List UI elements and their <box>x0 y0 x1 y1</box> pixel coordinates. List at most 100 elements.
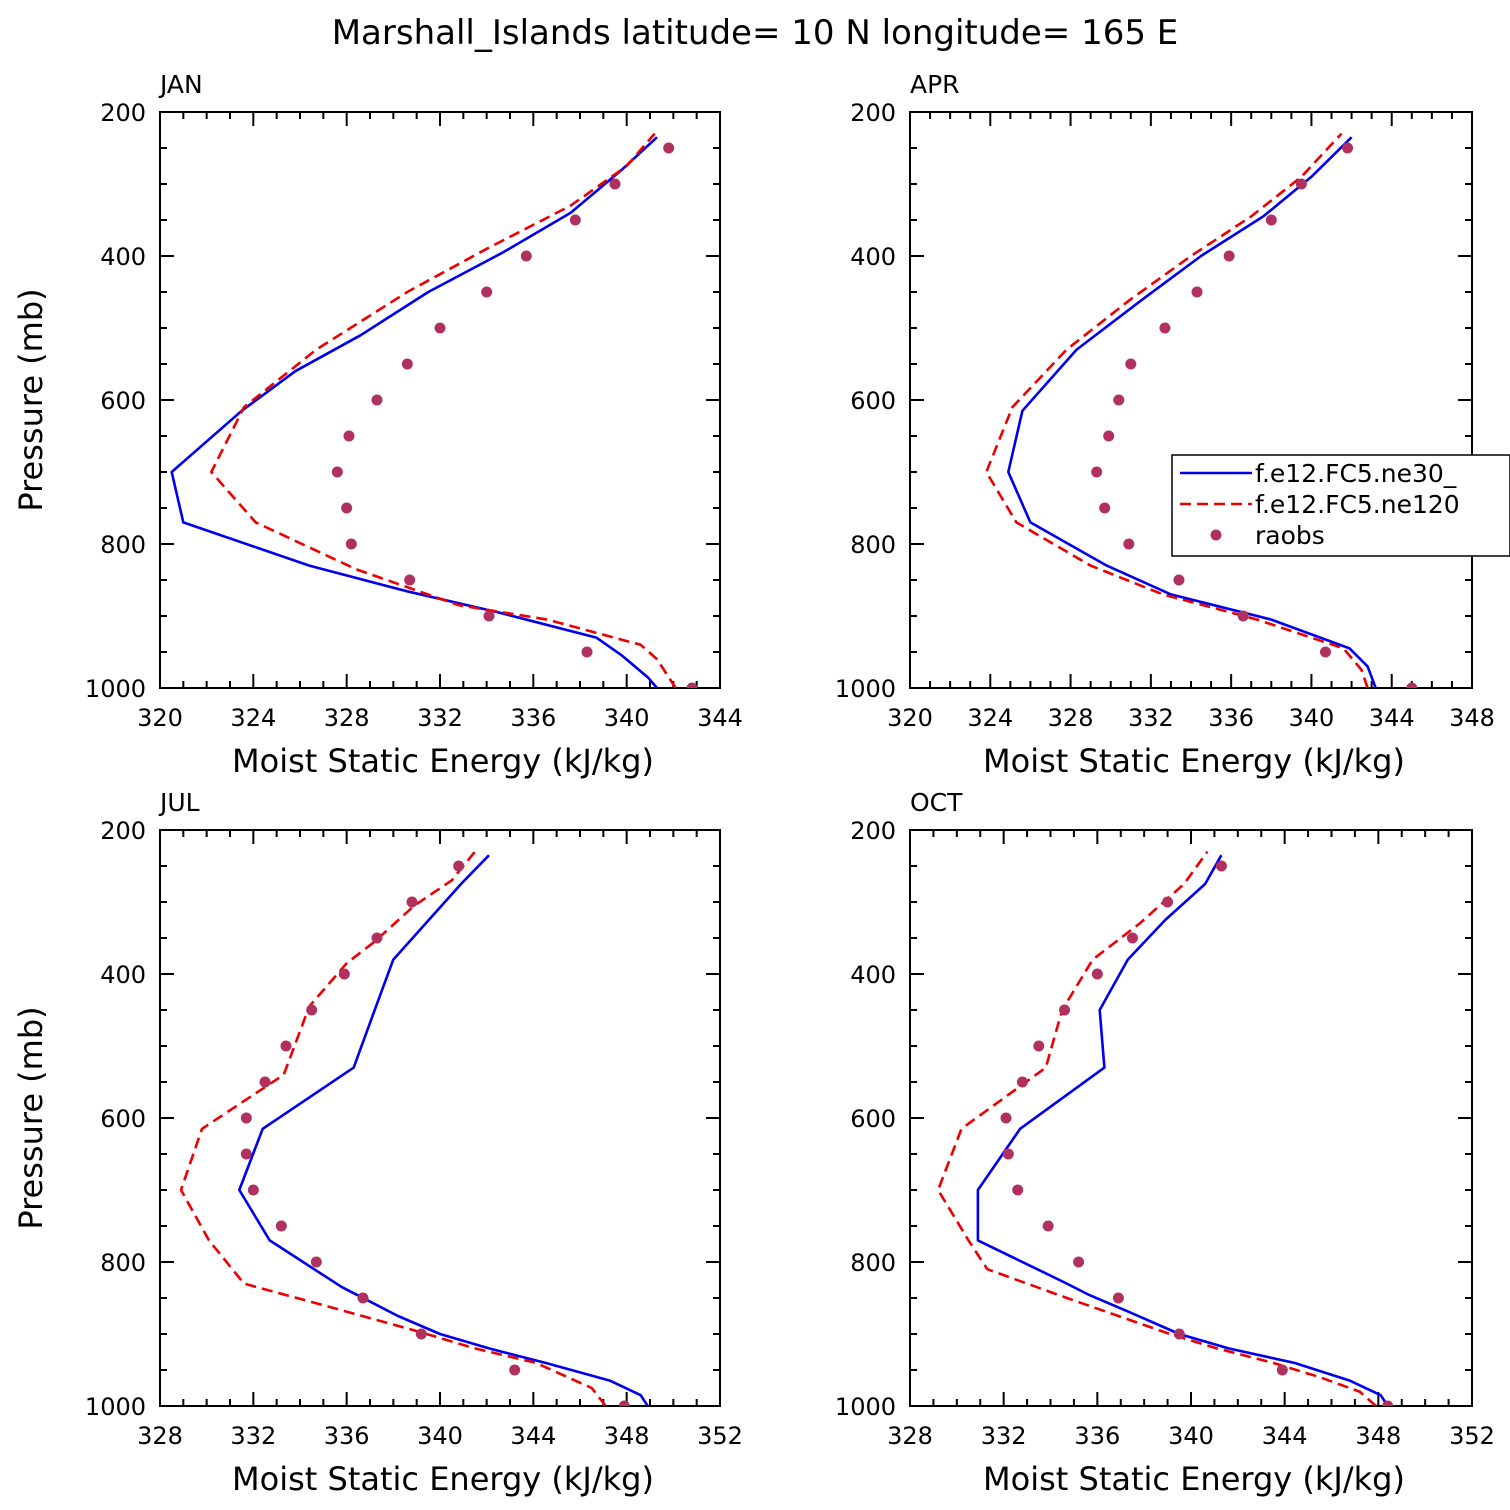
raobs-point <box>1016 1076 1028 1088</box>
x-tick-label: 344 <box>1369 704 1415 732</box>
raobs-point <box>1042 1220 1054 1232</box>
raobs-point <box>1159 322 1171 334</box>
y-tick-label: 1000 <box>835 1393 896 1421</box>
x-tick-label: 352 <box>697 1422 743 1450</box>
raobs-point <box>275 1220 287 1232</box>
raobs-point <box>280 1040 292 1052</box>
y-tick-label: 600 <box>850 1105 896 1133</box>
y-tick-label: 600 <box>100 387 146 415</box>
raobs-point <box>581 646 593 658</box>
y-axis-label: Pressure (mb) <box>12 288 50 511</box>
legend-label: f.e12.FC5.ne30_ <box>1255 459 1457 488</box>
raobs-point <box>371 394 383 406</box>
raobs-point <box>1103 430 1115 442</box>
legend-label: f.e12.FC5.ne120 <box>1255 490 1460 519</box>
raobs-point <box>1000 1112 1012 1124</box>
x-tick-label: 336 <box>1208 704 1254 732</box>
raobs-point <box>1295 178 1307 190</box>
ne30-line <box>170 136 658 688</box>
raobs-point <box>1099 502 1111 514</box>
raobs-point <box>1215 860 1227 872</box>
x-tick-label: 324 <box>230 704 276 732</box>
raobs-point <box>406 896 418 908</box>
raobs-point <box>453 860 465 872</box>
raobs-point <box>569 214 581 226</box>
x-tick-label: 324 <box>967 704 1013 732</box>
raobs-point <box>401 358 413 370</box>
raobs-point <box>240 1112 252 1124</box>
raobs-point <box>1091 466 1103 478</box>
x-tick-label: 336 <box>510 704 556 732</box>
raobs-point <box>481 286 493 298</box>
x-tick-label: 348 <box>1449 704 1495 732</box>
ne30-line <box>1007 136 1377 688</box>
ne120-line <box>210 132 677 688</box>
ne30-line <box>976 854 1389 1406</box>
raobs-point <box>1382 1400 1394 1406</box>
x-tick-label: 340 <box>604 704 650 732</box>
panels: JAN 320 324 328 332 336 340 344 200 400 600 800 1000… <box>12 70 1510 1498</box>
y-tick-label: 800 <box>100 1249 146 1277</box>
raobs-point <box>1059 1004 1071 1016</box>
panel-label: JUL <box>158 788 200 817</box>
raobs-point <box>240 1148 252 1160</box>
raobs-point <box>686 682 698 688</box>
raobs-point <box>1406 682 1418 688</box>
x-tick-label: 328 <box>887 1422 933 1450</box>
raobs-point <box>1162 896 1174 908</box>
ne120-line <box>179 850 607 1406</box>
raobs-point <box>1126 932 1138 944</box>
raobs-point <box>404 574 416 586</box>
raobs-point <box>434 322 446 334</box>
raobs-point <box>1123 538 1135 550</box>
x-axis-label: Moist Static Energy (kJ/kg) <box>232 742 654 780</box>
x-tick-label: 344 <box>697 704 743 732</box>
raobs-point <box>1173 1328 1185 1340</box>
y-tick-label: 800 <box>850 1249 896 1277</box>
ne30-line <box>238 854 649 1406</box>
raobs-point <box>1091 968 1103 980</box>
x-tick-label: 332 <box>417 704 463 732</box>
raobs-point <box>1012 1184 1024 1196</box>
x-tick-label: 336 <box>1074 1422 1120 1450</box>
plot-area <box>179 850 649 1406</box>
x-tick-label: 320 <box>137 704 183 732</box>
plot-area <box>170 132 698 688</box>
raobs-point <box>509 1364 521 1376</box>
y-tick-label: 600 <box>850 387 896 415</box>
raobs-point <box>1033 1040 1045 1052</box>
raobs-point <box>609 178 621 190</box>
x-tick-label: 340 <box>1168 1422 1214 1450</box>
panel-label: OCT <box>910 788 963 817</box>
panel-label: JAN <box>158 70 203 99</box>
plot-area <box>936 850 1394 1406</box>
x-tick-label: 320 <box>887 704 933 732</box>
raobs-point <box>1342 142 1354 154</box>
ne120-line <box>985 132 1369 688</box>
y-tick-label: 800 <box>100 531 146 559</box>
raobs-point <box>1073 1256 1085 1268</box>
y-tick-label: 400 <box>100 243 146 271</box>
x-tick-label: 348 <box>1355 1422 1401 1450</box>
raobs-point <box>343 430 355 442</box>
x-tick-label: 344 <box>1262 1422 1308 1450</box>
x-tick-label: 352 <box>1449 1422 1495 1450</box>
raobs-point <box>1191 286 1203 298</box>
y-tick-label: 400 <box>100 961 146 989</box>
x-axis-label: Moist Static Energy (kJ/kg) <box>232 1460 654 1498</box>
panel-apr: APR 320 324 328 332 336 340 344 348 200 400 600 800 1… <box>835 70 1510 780</box>
raobs-point <box>310 1256 322 1268</box>
panel-oct: OCT 328 332 336 340 344 348 352 200 400 600 800 1000… <box>835 788 1495 1498</box>
raobs-point <box>1173 574 1185 586</box>
raobs-point <box>483 610 495 622</box>
raobs-point <box>1113 394 1125 406</box>
panel-jul: JUL 328 332 336 340 344 348 352 200 400 600 800 1000… <box>12 788 743 1498</box>
x-tick-label: 336 <box>324 1422 370 1450</box>
y-tick-label: 400 <box>850 961 896 989</box>
raobs-point <box>1265 214 1277 226</box>
raobs-point <box>247 1184 259 1196</box>
y-tick-label: 200 <box>850 817 896 845</box>
raobs-point <box>338 968 350 980</box>
